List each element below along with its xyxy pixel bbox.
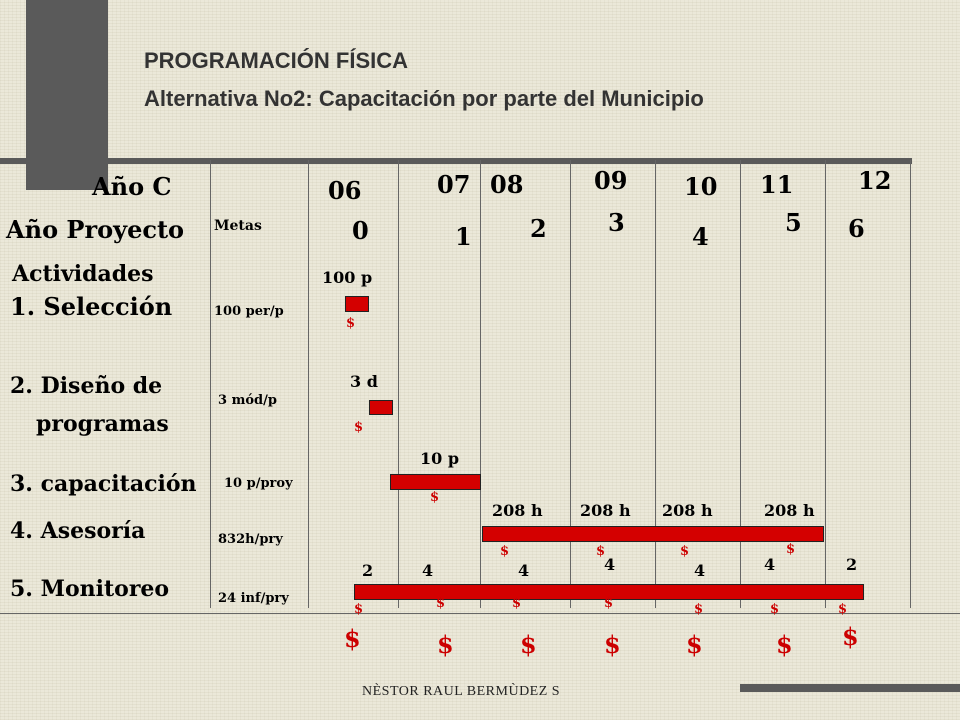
activity-meta: 100 per/p: [214, 304, 284, 319]
dollar-sign-large: $: [604, 630, 621, 659]
grid-line: [210, 160, 211, 608]
metas-label: Metas: [214, 218, 262, 234]
footer-author: NÈSTOR RAUL BERMÙDEZ S: [362, 684, 561, 699]
dollar-sign: $: [596, 544, 606, 559]
activity-meta: 3 mód/p: [218, 393, 277, 408]
page-title: PROGRAMACIÓN FÍSICA: [144, 48, 408, 73]
bottom-rule: [740, 684, 960, 692]
bar-label: 100 p: [322, 268, 373, 287]
calendar-year: 08: [490, 170, 524, 199]
grid-line: [398, 160, 399, 608]
calendar-year: 09: [594, 166, 628, 195]
grid-line: [910, 160, 911, 608]
project-year: 3: [608, 208, 625, 237]
dollar-sign: $: [500, 544, 510, 559]
bar-label: 208 h: [492, 501, 543, 520]
bar-label: 10 p: [420, 449, 460, 468]
actividades-label: Actividades: [12, 261, 154, 287]
dollar-sign-large: $: [776, 630, 793, 659]
project-year: 1: [455, 222, 472, 251]
activity-meta: 24 inf/pry: [218, 591, 289, 606]
grid-bottom-line: [0, 613, 960, 614]
project-year: 2: [530, 214, 547, 243]
dollar-sign: $: [512, 596, 522, 611]
dollar-sign: $: [694, 602, 704, 617]
activity-bar-diseno: [369, 400, 393, 415]
activity-name-diseno-line2: programas: [36, 411, 169, 437]
activity-name-diseno: 2. Diseño de: [10, 373, 163, 399]
activity-meta: 10 p/proy: [224, 476, 293, 491]
bar-label: 4: [518, 561, 530, 580]
dollar-sign: $: [604, 596, 614, 611]
activity-name-asesoria: 4. Asesoría: [10, 518, 146, 544]
dollar-sign: $: [430, 490, 440, 505]
page-subtitle: Alternativa No2: Capacitación por parte …: [144, 86, 704, 111]
calendar-year: 11: [760, 170, 794, 199]
top-rule: [0, 158, 912, 164]
bar-label: 208 h: [580, 501, 631, 520]
ano-c-label: Año C: [92, 172, 172, 201]
ano-proyecto-label: Año Proyecto: [6, 215, 185, 244]
grid-line: [480, 160, 481, 608]
grid-line: [740, 160, 741, 608]
dollar-sign-large: $: [842, 622, 859, 651]
project-year: 0: [352, 216, 369, 245]
dollar-sign: $: [436, 596, 446, 611]
project-year: 6: [848, 214, 865, 243]
calendar-year: 06: [328, 176, 362, 205]
calendar-year: 12: [858, 166, 892, 195]
grid-line: [655, 160, 656, 608]
bar-label: 3 d: [350, 372, 378, 391]
dollar-sign: $: [680, 544, 690, 559]
activity-bar-monitoreo: [354, 584, 864, 600]
bar-label: 208 h: [764, 501, 815, 520]
dollar-sign-large: $: [344, 624, 361, 653]
activity-name-capacitacion: 3. capacitación: [10, 471, 197, 497]
bar-label: 2: [362, 561, 374, 580]
bar-label: 4: [694, 561, 706, 580]
activity-bar-seleccion: [345, 296, 369, 312]
bar-label: 4: [604, 555, 616, 574]
activity-bar-capacitacion: [390, 474, 481, 490]
dollar-sign: $: [354, 602, 364, 617]
dollar-sign-large: $: [686, 630, 703, 659]
activity-meta: 832h/pry: [218, 532, 283, 547]
bar-label: 2: [846, 555, 858, 574]
project-year: 4: [692, 222, 709, 251]
dollar-sign: $: [346, 316, 356, 331]
bar-label: 4: [764, 555, 776, 574]
dollar-sign: $: [786, 542, 796, 557]
calendar-year: 07: [437, 170, 471, 199]
dollar-sign: $: [354, 420, 364, 435]
activity-name-seleccion: 1. Selección: [10, 292, 173, 321]
calendar-year: 10: [684, 172, 718, 201]
dollar-sign: $: [838, 602, 848, 617]
dollar-sign-large: $: [437, 630, 454, 659]
project-year: 5: [785, 208, 802, 237]
dollar-sign-large: $: [520, 630, 537, 659]
bar-label: 208 h: [662, 501, 713, 520]
dollar-sign: $: [770, 602, 780, 617]
grid-line: [825, 160, 826, 608]
activity-name-monitoreo: 5. Monitoreo: [10, 576, 170, 602]
bar-label: 4: [422, 561, 434, 580]
grid-line: [570, 160, 571, 608]
activity-bar-asesoria: [482, 526, 824, 542]
grid-line: [308, 160, 309, 608]
